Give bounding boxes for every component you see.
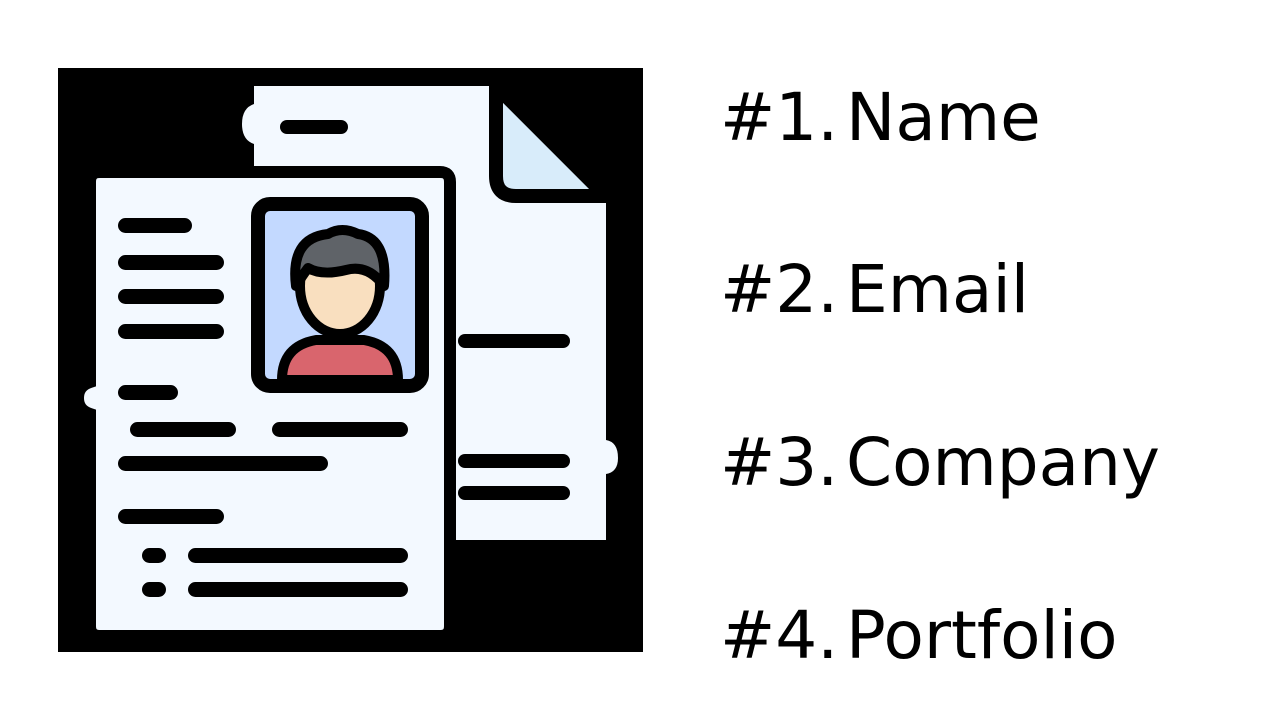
- bullet-dot: [142, 548, 166, 563]
- bullet-dot: [142, 582, 166, 597]
- field-number: #3.: [720, 424, 839, 501]
- back-sheet-line: [280, 120, 348, 134]
- field-number: #2.: [720, 251, 839, 328]
- field-number: #1.: [720, 79, 839, 156]
- resume-line: [118, 255, 224, 270]
- resume-line: [188, 548, 408, 563]
- resume-line: [118, 509, 224, 524]
- resume-line: [118, 218, 192, 233]
- resume-document-icon: [58, 68, 643, 652]
- resume-field-list: #1. Name #2. Email #3. Company #4. Portf…: [720, 0, 1260, 720]
- back-sheet-line: [458, 334, 570, 348]
- field-item-portfolio: #4. Portfolio: [720, 596, 1118, 676]
- field-label: Email: [846, 251, 1030, 328]
- resume-line: [118, 385, 178, 400]
- resume-line: [188, 582, 408, 597]
- person-avatar-icon: [277, 225, 403, 385]
- field-item-email: #2. Email: [720, 250, 1029, 330]
- person-shirt: [277, 335, 403, 385]
- field-label: Name: [846, 79, 1041, 156]
- field-label: Portfolio: [846, 597, 1118, 674]
- resume-line: [130, 422, 236, 437]
- resume-line: [118, 456, 328, 471]
- field-item-company: #3. Company: [720, 423, 1160, 503]
- field-label: Company: [846, 424, 1160, 501]
- person-hair: [290, 225, 390, 291]
- resume-line: [272, 422, 408, 437]
- back-sheet-line: [458, 454, 570, 468]
- resume-line: [118, 289, 224, 304]
- resume-line: [118, 324, 224, 339]
- back-sheet-line: [458, 486, 570, 500]
- field-item-name: #1. Name: [720, 78, 1041, 158]
- field-number: #4.: [720, 597, 839, 674]
